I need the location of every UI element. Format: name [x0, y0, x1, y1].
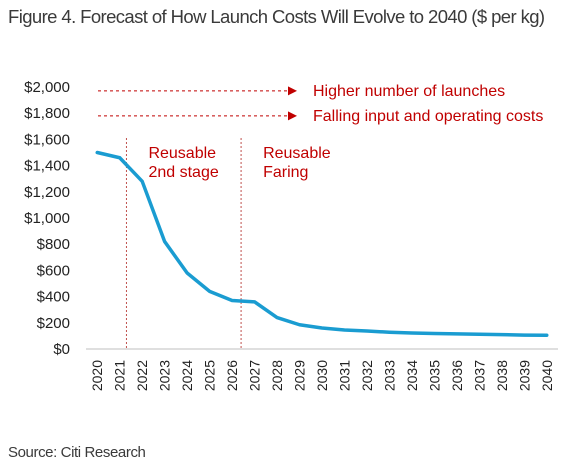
x-tick-label: 2022 — [134, 360, 150, 391]
data-point — [253, 300, 256, 303]
x-tick-label: 2021 — [112, 360, 128, 391]
x-tick-label: 2029 — [292, 360, 308, 391]
data-point — [276, 316, 279, 319]
trend-arrow-head — [288, 86, 297, 96]
x-tick-label: 2036 — [449, 360, 465, 391]
source-note: Source: Citi Research — [8, 444, 146, 461]
x-tick-label: 2033 — [381, 360, 397, 391]
y-tick-label: $2,000 — [24, 79, 70, 96]
x-tick-label: 2031 — [336, 360, 352, 391]
milestone-label: Reusable — [263, 145, 331, 162]
y-tick-label: $1,000 — [24, 210, 70, 227]
data-point — [163, 240, 166, 243]
x-tick-label: 2039 — [516, 360, 532, 391]
data-point — [500, 333, 503, 336]
x-tick-label: 2023 — [157, 360, 173, 391]
trend-arrow-label: Higher number of launches — [313, 83, 505, 100]
data-point — [321, 327, 324, 330]
x-tick-label: 2034 — [404, 360, 420, 391]
x-tick-label: 2026 — [224, 360, 240, 391]
data-point — [388, 331, 391, 334]
x-tick-label: 2024 — [179, 360, 195, 391]
x-tick-label: 2030 — [314, 360, 330, 391]
data-point — [523, 334, 526, 337]
trend-arrow-label: Falling input and operating costs — [313, 108, 543, 125]
x-tick-label: 2027 — [247, 360, 263, 391]
data-point — [141, 180, 144, 183]
milestone-label: 2nd stage — [148, 164, 218, 181]
chart-title: Figure 4. Forecast of How Launch Costs W… — [8, 6, 545, 27]
y-tick-label: $1,600 — [24, 131, 70, 148]
x-tick-label: 2040 — [539, 360, 555, 391]
data-point — [231, 299, 234, 302]
y-tick-label: $1,400 — [24, 158, 70, 175]
y-tick-label: $800 — [37, 236, 70, 253]
x-tick-label: 2025 — [202, 360, 218, 391]
data-point — [365, 330, 368, 333]
data-point — [118, 156, 121, 159]
launch-cost-chart: $0 $200 $400 $600 $800 $1,000 $1,200 $1,400 $1,6… — [24, 79, 558, 391]
data-point — [298, 323, 301, 326]
data-point — [343, 329, 346, 332]
y-axis-ticks: $0 $200 $400 $600 $800 $1,000 $1,200 $1,400 $1,6… — [24, 79, 70, 358]
y-tick-label: $600 — [37, 262, 70, 279]
milestone-label: Faring — [263, 164, 308, 181]
y-tick-label: $400 — [37, 289, 70, 306]
x-tick-label: 2028 — [269, 360, 285, 391]
y-tick-label: $1,800 — [24, 105, 70, 122]
x-tick-label: 2035 — [426, 360, 442, 391]
milestone-label: Reusable — [148, 145, 216, 162]
data-point — [208, 290, 211, 293]
milestone-lines: Reusable 2nd stage Reusable Faring — [125, 138, 331, 349]
data-point — [545, 334, 548, 337]
x-tick-label: 2020 — [89, 360, 105, 391]
x-tick-label: 2037 — [471, 360, 487, 391]
cost-series-line — [95, 150, 549, 337]
x-tick-label: 2032 — [359, 360, 375, 391]
x-tick-label: 2038 — [494, 360, 510, 391]
y-tick-label: $1,200 — [24, 184, 70, 201]
data-point — [455, 332, 458, 335]
data-point — [410, 332, 413, 335]
trend-arrows: Higher number of launches Falling input a… — [98, 83, 543, 125]
data-point — [478, 333, 481, 336]
y-tick-label: $200 — [37, 315, 70, 332]
data-point — [433, 332, 436, 335]
x-axis-ticks: 2020 2021 2022 2023 2024 2025 2026 2027 2028 2029… — [89, 360, 555, 391]
data-point — [186, 272, 189, 275]
trend-arrow-head — [288, 111, 297, 121]
y-tick-label: $0 — [53, 341, 70, 358]
data-point — [96, 151, 99, 154]
